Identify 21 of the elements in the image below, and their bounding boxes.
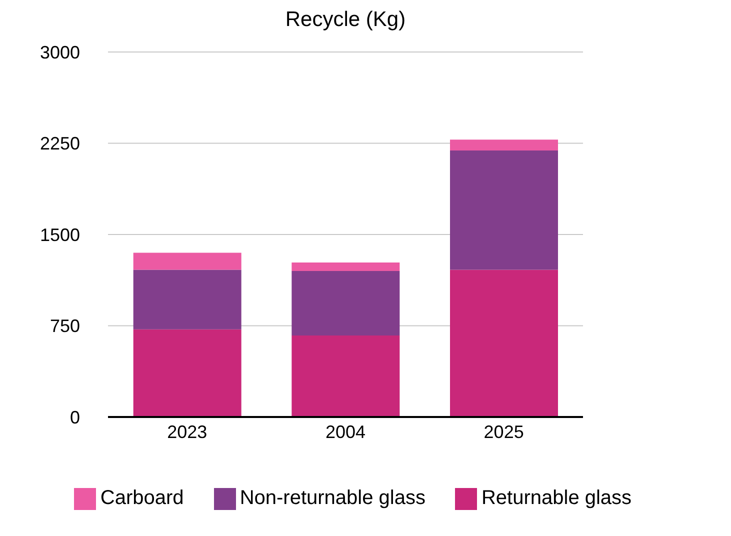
legend-label: Non-returnable glass [240, 487, 426, 509]
x-tick-label: 2004 [325, 422, 366, 442]
legend-label: Carboard [100, 487, 184, 509]
x-tick-label: 2023 [167, 422, 208, 442]
bar [133, 252, 242, 270]
x-tick-label: 2025 [484, 422, 524, 442]
bar [450, 140, 558, 151]
bar [292, 335, 400, 417]
y-tick-label: 3000 [40, 42, 80, 62]
bar [133, 329, 242, 417]
y-tick-label: 1500 [40, 224, 80, 245]
bar [292, 271, 400, 336]
bar [450, 270, 558, 417]
legend-label: Returnable glass [481, 487, 632, 509]
y-tick-label: 0 [70, 407, 80, 428]
y-tick-label: 750 [50, 316, 80, 336]
chart-title: Recycle (Kg) [284, 8, 407, 32]
bar [133, 270, 242, 330]
y-tick-label: 2250 [40, 134, 80, 154]
bar [450, 150, 558, 270]
bar [292, 262, 400, 271]
